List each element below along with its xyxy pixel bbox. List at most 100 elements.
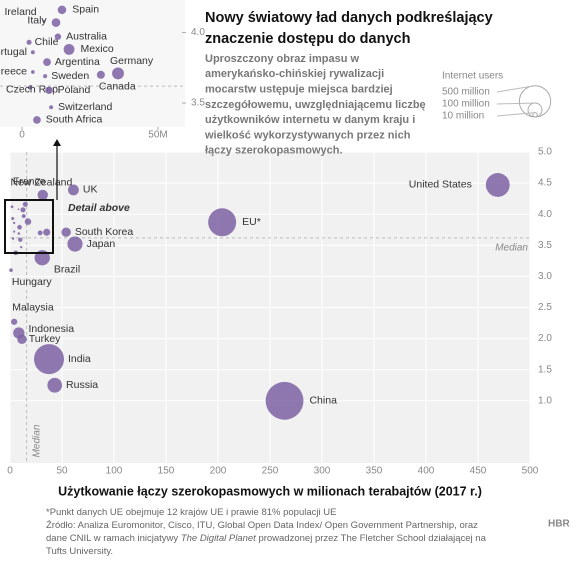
point-label: Turkey — [29, 333, 61, 345]
point-label: Mexico — [80, 43, 113, 55]
bubble — [17, 224, 22, 230]
footnote: *Punkt danych UE obejmuje 12 krajów UE i… — [46, 506, 566, 558]
point-label: Poland — [58, 84, 91, 96]
inset-background — [0, 0, 185, 127]
detail-label: Detail above — [68, 202, 130, 214]
legend-bubble — [532, 112, 538, 118]
chart-subtitle: Uproszczony obraz impasu w — [205, 53, 359, 65]
y-tick-label: 5.0 — [538, 147, 552, 158]
x-tick-label: 400 — [418, 466, 435, 477]
x-tick-label: 150 — [158, 466, 175, 477]
footnote-note: *Punkt danych UE obejmuje 12 krajów UE i… — [46, 507, 337, 518]
bubble — [17, 334, 27, 344]
y-tick-label: 2.0 — [538, 333, 552, 344]
y-tick-label: 2.5 — [538, 302, 552, 313]
legend-bubble — [527, 102, 543, 118]
bubble — [22, 201, 28, 207]
x-axis-label: Użytkowanie łączy szerokopasmowych w mil… — [58, 484, 482, 498]
arrow-head — [53, 139, 61, 146]
median-label: Median — [495, 242, 528, 253]
point-label: Indonesia — [29, 323, 75, 335]
bubble — [20, 207, 26, 213]
bubble — [112, 67, 124, 80]
bubble — [18, 237, 23, 242]
point-label: Chile — [35, 36, 59, 48]
x-tick-label: 200 — [210, 466, 227, 477]
point-label: Malaysia — [12, 302, 54, 314]
bubble — [63, 43, 75, 55]
bubble — [31, 70, 35, 74]
point-label: Greece — [0, 66, 27, 78]
point-label: Ireland — [5, 6, 37, 18]
point-label: New Zealand — [10, 177, 72, 189]
point-label: Czech Rep. — [6, 83, 61, 95]
point-label: Spain — [72, 4, 99, 16]
y-tick-label: 1.5 — [538, 364, 552, 375]
bubble — [96, 70, 105, 79]
y-tick-label: 3.0 — [538, 271, 552, 282]
x-tick-label: 0 — [7, 466, 13, 477]
bubble — [19, 245, 23, 249]
bubble — [49, 105, 54, 110]
legend-leader — [496, 85, 536, 93]
bubble — [208, 208, 237, 237]
point-label: India — [68, 353, 91, 365]
chart-subtitle: użytkowników internetu w danym kraju i — [205, 114, 415, 126]
point-label: China — [309, 395, 337, 407]
point-label: EU* — [242, 216, 261, 228]
bubble — [42, 19, 46, 23]
point-label: South Korea — [75, 226, 134, 238]
point-label: Sweden — [51, 70, 89, 82]
point-label: Canada — [99, 81, 136, 93]
legend-label: 10 million — [442, 111, 484, 122]
bubble — [30, 50, 35, 55]
chart-subtitle: szczegółowemu, uwzględniającemu liczbę — [205, 99, 426, 111]
legend-leader — [496, 112, 536, 117]
y-tick-label: 4.0 — [538, 209, 552, 220]
bubble — [37, 230, 43, 236]
legend-leader — [496, 102, 536, 105]
x-tick-label: 450 — [470, 466, 487, 477]
bubble — [265, 381, 304, 420]
bubble — [57, 5, 67, 15]
bubble — [51, 18, 61, 27]
point-label: Hungary — [12, 276, 52, 288]
bubble — [12, 221, 16, 225]
bubble — [33, 116, 41, 124]
bubble — [33, 344, 65, 375]
footnote-source: The Digital Planet — [180, 533, 256, 544]
bubble — [27, 85, 32, 90]
point-label: Russia — [66, 379, 98, 391]
point-label: Australia — [66, 30, 107, 42]
bubble — [26, 39, 32, 45]
bubble — [54, 33, 62, 40]
bubble — [68, 184, 79, 196]
x-tick-label: 300 — [314, 466, 331, 477]
logo: HBR — [548, 519, 570, 530]
x-tick-label: 250 — [262, 466, 279, 477]
point-label: Switzerland — [58, 101, 112, 113]
footnote-source: Tufts University. — [46, 546, 114, 557]
y-tick-label: 3.5 — [538, 240, 552, 251]
bubble — [24, 218, 32, 225]
chart-subtitle: wielkość wykorzystywanych przez nich — [204, 129, 411, 141]
legend-label: 500 million — [442, 87, 490, 98]
chart-subtitle: mocarstw ustępuje miejsca bardziej — [205, 84, 393, 96]
x-tick-label: 500 — [522, 466, 539, 477]
point-label: Italy — [27, 14, 47, 26]
bubble — [21, 214, 26, 218]
x-tick-label: 350 — [366, 466, 383, 477]
y-tick-label: 4.0 — [191, 27, 205, 38]
point-label: United States — [409, 179, 472, 191]
point-label: Germany — [110, 55, 154, 67]
x-tick-label: 100 — [106, 466, 123, 477]
chart-title: znaczenie dostępu do danych — [205, 31, 410, 47]
legend-title: Internet users — [442, 71, 503, 82]
y-tick-label: 4.5 — [538, 178, 552, 189]
point-label: Japan — [87, 238, 116, 250]
bubble — [11, 217, 15, 221]
y-tick-label: 1.0 — [538, 395, 552, 406]
bubble — [10, 205, 14, 209]
